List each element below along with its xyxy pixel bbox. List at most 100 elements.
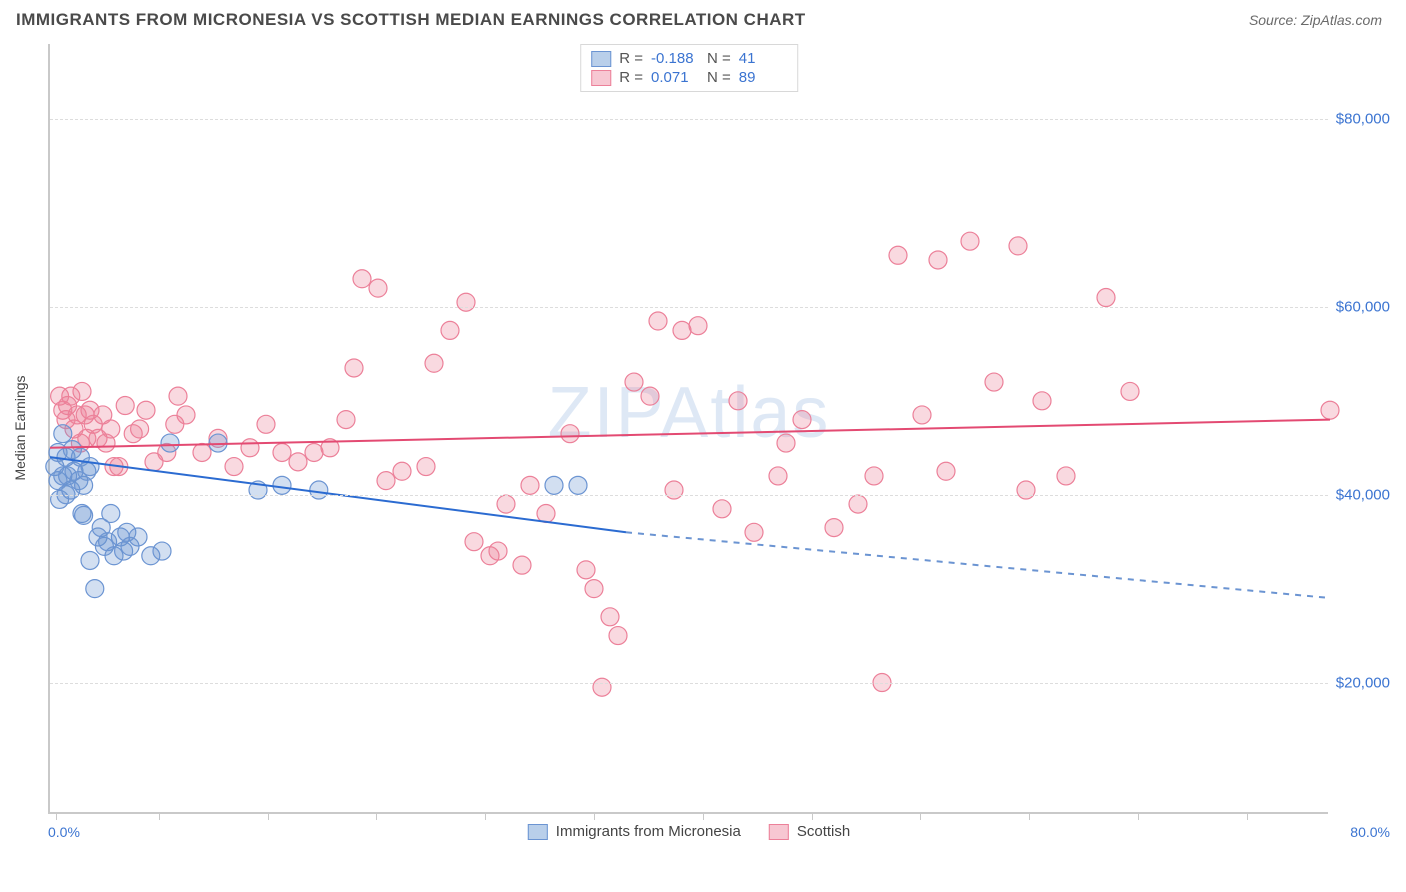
data-point xyxy=(521,476,539,494)
data-point xyxy=(116,397,134,415)
data-point xyxy=(825,519,843,537)
data-point xyxy=(673,321,691,339)
data-point xyxy=(497,495,515,513)
gridline xyxy=(50,119,1328,120)
x-tick xyxy=(1247,812,1248,820)
bottom-legend: Immigrants from Micronesia Scottish xyxy=(528,823,850,840)
x-tick xyxy=(920,812,921,820)
data-point xyxy=(1097,289,1115,307)
data-point xyxy=(241,439,259,457)
gridline xyxy=(50,307,1328,308)
y-tick-label: $40,000 xyxy=(1334,486,1390,503)
data-point xyxy=(54,425,72,443)
data-point xyxy=(153,542,171,560)
data-point xyxy=(489,542,507,560)
data-point xyxy=(457,293,475,311)
data-point xyxy=(793,411,811,429)
data-point xyxy=(129,528,147,546)
regression-line xyxy=(626,532,1330,598)
data-point xyxy=(929,251,947,269)
data-point xyxy=(865,467,883,485)
chart-container: Median Earnings ZIPAtlas R = -0.188 N = … xyxy=(48,44,1388,834)
data-point xyxy=(102,505,120,523)
x-tick xyxy=(703,812,704,820)
data-point xyxy=(745,523,763,541)
data-point xyxy=(849,495,867,513)
legend-item-blue: Immigrants from Micronesia xyxy=(528,823,741,840)
legend-label-blue: Immigrants from Micronesia xyxy=(556,823,741,840)
x-tick xyxy=(1138,812,1139,820)
regression-line xyxy=(50,420,1330,448)
data-point xyxy=(593,678,611,696)
data-point xyxy=(577,561,595,579)
data-point xyxy=(305,443,323,461)
data-point xyxy=(1321,401,1339,419)
data-point xyxy=(353,270,371,288)
data-point xyxy=(337,411,355,429)
chart-svg xyxy=(50,44,1330,814)
gridline xyxy=(50,683,1328,684)
data-point xyxy=(609,627,627,645)
data-point xyxy=(1009,237,1027,255)
x-tick xyxy=(376,812,377,820)
gridline xyxy=(50,495,1328,496)
data-point xyxy=(713,500,731,518)
x-tick xyxy=(268,812,269,820)
data-point xyxy=(649,312,667,330)
source-prefix: Source: xyxy=(1249,12,1301,28)
data-point xyxy=(937,462,955,480)
data-point xyxy=(289,453,307,471)
data-point xyxy=(729,392,747,410)
data-point xyxy=(257,415,275,433)
data-point xyxy=(689,317,707,335)
plot-area: Median Earnings ZIPAtlas R = -0.188 N = … xyxy=(48,44,1328,814)
data-point xyxy=(1033,392,1051,410)
data-point xyxy=(665,481,683,499)
x-tick xyxy=(1029,812,1030,820)
data-point xyxy=(102,420,120,438)
data-point xyxy=(769,467,787,485)
data-point xyxy=(273,443,291,461)
data-point xyxy=(441,321,459,339)
data-point xyxy=(641,387,659,405)
data-point xyxy=(985,373,1003,391)
data-point xyxy=(417,458,435,476)
data-point xyxy=(625,373,643,391)
legend-item-pink: Scottish xyxy=(769,823,850,840)
data-point xyxy=(585,580,603,598)
x-tick xyxy=(485,812,486,820)
data-point xyxy=(537,505,555,523)
data-point xyxy=(913,406,931,424)
data-point xyxy=(1057,467,1075,485)
data-point xyxy=(161,434,179,452)
data-point xyxy=(377,472,395,490)
data-point xyxy=(545,476,563,494)
data-point xyxy=(81,551,99,569)
data-point xyxy=(177,406,195,424)
legend-label-pink: Scottish xyxy=(797,823,850,840)
y-tick-label: $80,000 xyxy=(1334,111,1390,128)
data-point xyxy=(889,246,907,264)
data-point xyxy=(75,506,93,524)
source-label: Source: ZipAtlas.com xyxy=(1249,12,1382,28)
data-point xyxy=(131,420,149,438)
x-tick xyxy=(56,812,57,820)
data-point xyxy=(73,382,91,400)
x-max-label: 80.0% xyxy=(1350,824,1390,840)
data-point xyxy=(513,556,531,574)
data-point xyxy=(86,580,104,598)
data-point xyxy=(961,232,979,250)
data-point xyxy=(465,533,483,551)
data-point xyxy=(425,354,443,372)
data-point xyxy=(81,458,99,476)
chart-title: IMMIGRANTS FROM MICRONESIA VS SCOTTISH M… xyxy=(16,10,806,30)
data-point xyxy=(569,476,587,494)
legend-swatch-blue xyxy=(528,824,548,840)
data-point xyxy=(193,443,211,461)
data-point xyxy=(1017,481,1035,499)
x-tick xyxy=(159,812,160,820)
y-axis-label: Median Earnings xyxy=(12,375,28,480)
x-tick xyxy=(812,812,813,820)
data-point xyxy=(393,462,411,480)
data-point xyxy=(1121,382,1139,400)
